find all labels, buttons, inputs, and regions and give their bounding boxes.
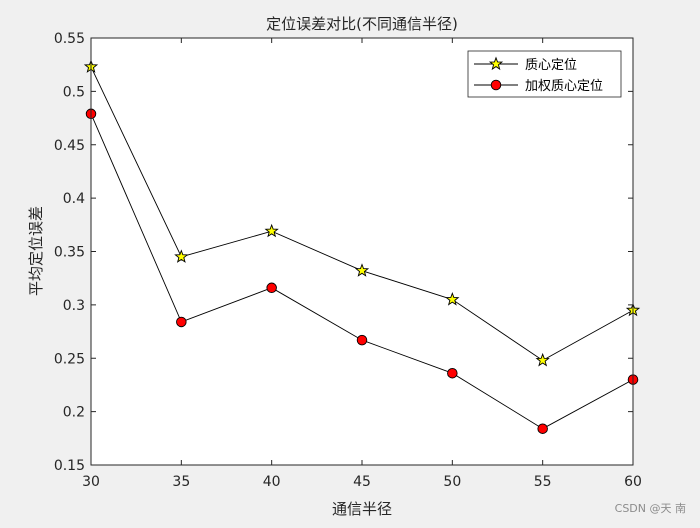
- y-tick-label: 0.5: [63, 84, 85, 100]
- y-axis-label: 平均定位误差: [27, 206, 45, 296]
- y-tick-label: 0.3: [63, 298, 85, 314]
- data-point-2: [447, 367, 458, 379]
- data-point-1: [535, 352, 550, 367]
- data-point-2: [266, 282, 277, 294]
- y-tick-label: 0.2: [63, 405, 85, 421]
- data-point-1: [174, 249, 189, 263]
- x-tick-label: 35: [172, 474, 190, 490]
- x-tick-label: 45: [353, 474, 371, 490]
- legend-marker-2: [490, 79, 502, 91]
- x-axis-label: 通信半径: [332, 500, 392, 518]
- y-tick-label: 0.25: [54, 351, 85, 367]
- axis-ticks: [90, 37, 634, 466]
- legend-label-1: 质心定位: [525, 58, 577, 73]
- data-point-2: [537, 423, 548, 434]
- y-tick-label: 0.55: [54, 31, 85, 47]
- y-tick-label: 0.45: [54, 138, 85, 154]
- chart-title: 定位误差对比(不同通信半径): [266, 15, 458, 33]
- x-tick-label: 55: [534, 474, 552, 490]
- y-tick-label: 0.4: [63, 191, 85, 207]
- legend-label-2: 加权质心定位: [525, 78, 603, 94]
- data-point-1: [354, 263, 370, 277]
- axes-background: [91, 38, 633, 465]
- y-tick-label: 0.15: [54, 458, 85, 474]
- x-tick-label: 30: [82, 474, 100, 490]
- x-tick-label: 60: [624, 474, 642, 490]
- data-point-1: [264, 223, 279, 238]
- x-tick-label: 40: [263, 474, 281, 490]
- legend-marker-1: [488, 56, 504, 71]
- data-point-2: [356, 334, 368, 346]
- tick-labels: 30 35 40 45 50 55 60 0.15 0.2 0.25 0.3 0.35 0.4 0.45 0…: [54, 31, 642, 490]
- data-point-2: [176, 316, 187, 328]
- y-tick-label: 0.35: [54, 245, 85, 261]
- data-point-1: [445, 292, 460, 306]
- watermark: CSDN @天 南: [615, 502, 686, 515]
- x-tick-label: 50: [443, 474, 461, 490]
